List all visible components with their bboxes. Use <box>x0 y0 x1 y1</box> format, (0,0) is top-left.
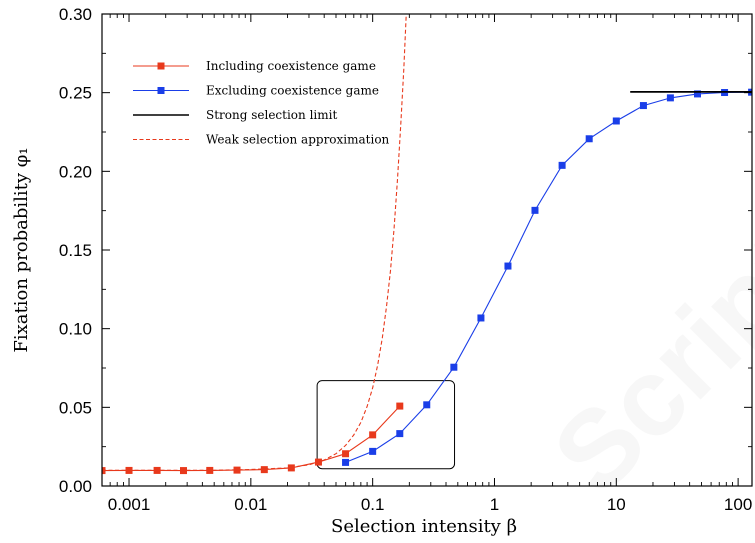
series-1-point-11 <box>639 102 647 110</box>
series-1-point-5 <box>477 314 485 322</box>
series-0-point-9 <box>342 450 350 458</box>
legend-swatch-marker-1 <box>157 87 165 94</box>
series-1-point-12 <box>666 94 674 102</box>
series-1-point-3 <box>423 401 431 409</box>
x-tick-label-0: 0.001 <box>108 495 151 514</box>
series-0-point-5 <box>233 466 241 474</box>
legend-swatch-marker-0 <box>157 62 165 70</box>
y-tick-label-5: 0.25 <box>59 84 92 103</box>
legend-label-2: Strong selection limit <box>206 108 337 122</box>
legend-label-1: Excluding coexistence game <box>206 84 379 98</box>
x-tick-label-5: 100 <box>724 495 752 514</box>
y-tick-label-1: 0.05 <box>59 398 92 417</box>
series-line-0 <box>102 405 401 472</box>
x-axis-title: Selection intensity β <box>331 516 517 537</box>
x-tick-label-2: 0.1 <box>361 495 385 514</box>
y-tick-label-0: 0.00 <box>59 477 92 496</box>
series-0-point-6 <box>260 466 268 474</box>
y-tick-label-2: 0.10 <box>59 320 92 339</box>
series-1-point-4 <box>450 363 458 371</box>
series-0-point-10 <box>369 431 377 439</box>
legend-label-0: Including coexistence game <box>206 59 376 73</box>
series-1-point-2 <box>396 430 404 438</box>
y-tick-label-6: 0.30 <box>59 5 92 24</box>
series-1-point-1 <box>369 447 377 455</box>
series-1-point-7 <box>531 206 539 214</box>
series-line-3 <box>102 14 407 471</box>
x-tick-label-3: 1 <box>490 495 499 514</box>
series-1-point-8 <box>558 161 566 169</box>
series-1-point-0 <box>342 458 350 466</box>
series-line-1 <box>345 91 752 463</box>
series-1-point-10 <box>612 117 620 125</box>
x-tick-label-4: 10 <box>607 495 626 514</box>
series-0-point-11 <box>396 402 404 410</box>
legend: Including coexistence game Excluding coex… <box>133 59 390 147</box>
y-axis-title: Fixation probability φ₁ <box>11 147 32 352</box>
x-tick-label-1: 0.01 <box>234 495 267 514</box>
series-0-point-7 <box>287 464 295 472</box>
axes: 0.001 0.01 0.1 1 10 100 0.00 0.05 0.10 0.15 0.20 0.… <box>59 5 753 514</box>
y-tick-label-3: 0.15 <box>59 241 92 260</box>
y-tick-label-4: 0.20 <box>59 162 92 181</box>
annotation-zoom-box <box>316 380 456 470</box>
series-1-point-13 <box>693 90 701 98</box>
series-1-point-9 <box>585 135 593 143</box>
legend-label-3: Weak selection approximation <box>206 133 390 147</box>
watermark-text: Script <box>530 210 755 517</box>
series-1-point-6 <box>504 262 512 270</box>
